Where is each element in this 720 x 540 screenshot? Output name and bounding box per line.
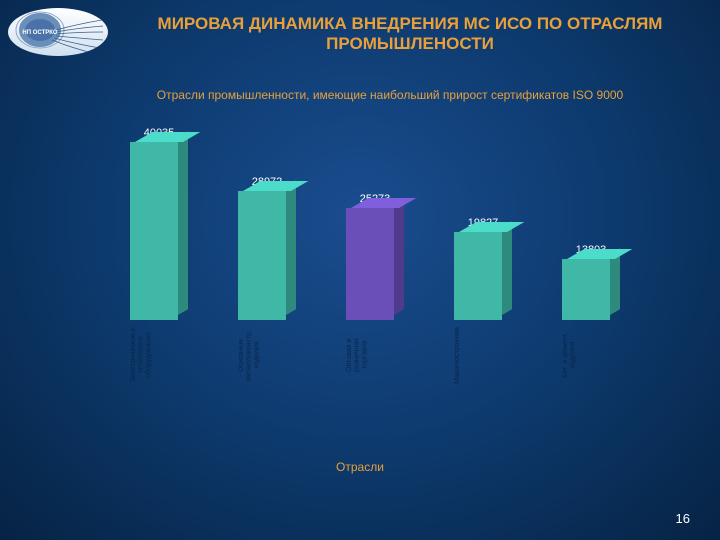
slide-title: МИРОВАЯ ДИНАМИКА ВНЕДРЕНИЯ МС ИСО ПО ОТР…: [130, 14, 690, 55]
bar-chart: 4003528972252731982713803 Электрическое …: [105, 120, 645, 358]
category-label: Электрическое и оптическое оборудование: [130, 325, 188, 385]
bar: 40035: [130, 127, 188, 320]
category-label: Машиностроение: [454, 325, 512, 385]
category-label: Основные металлоконстр. изделия: [238, 325, 296, 385]
bar: 19827: [454, 217, 512, 320]
page-number: 16: [676, 511, 690, 526]
bar: 25273: [346, 193, 404, 320]
logo: НП ОСТРКО: [8, 8, 108, 56]
plot-area: 40035 28972 25273 19827 13803: [105, 120, 645, 320]
slide: НП ОСТРКО МИРОВАЯ ДИНАМИКА ВНЕДРЕНИЯ МС …: [0, 0, 720, 540]
bar: 13803: [562, 244, 620, 320]
svg-text:НП ОСТРКО: НП ОСТРКО: [22, 30, 57, 36]
category-label: Оптовая и розничная торговля: [346, 325, 404, 385]
category-label: Бет. и цемент. изделия: [562, 325, 620, 385]
chart-title: Отрасли промышленности, имеющие наибольш…: [120, 88, 660, 103]
x-axis-title: Отрасли: [0, 460, 720, 474]
bar: 28972: [238, 176, 296, 320]
category-labels: Электрическое и оптическое оборудование О…: [105, 325, 645, 385]
